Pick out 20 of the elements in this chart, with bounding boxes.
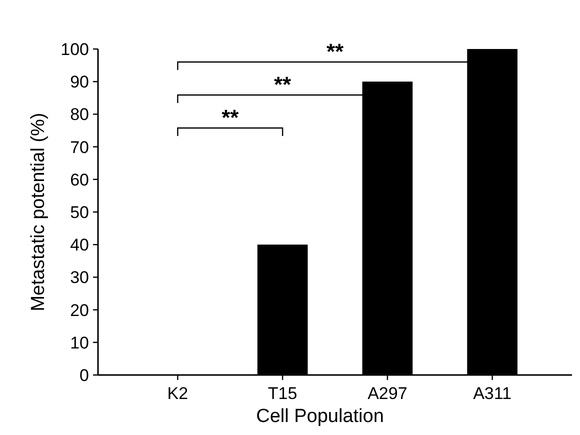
y-tick-label: 0	[80, 366, 89, 385]
x-axis-title: Cell Population	[256, 406, 384, 427]
annotation: **	[222, 105, 240, 130]
y-tick-label: 70	[70, 138, 89, 157]
x-tick-label: A297	[368, 384, 408, 403]
y-tick-label: 40	[70, 236, 89, 255]
y-tick-label: 60	[70, 170, 89, 190]
y-axis-title: Metastatic potential (%)	[28, 112, 49, 312]
x-tick-label: T15	[268, 384, 298, 403]
x-tick-label: K2	[167, 384, 188, 403]
y-tick-label: 100	[60, 40, 89, 59]
x-tick-label: A311	[473, 384, 512, 403]
annotation: **	[326, 39, 344, 64]
y-tick-label: 30	[70, 268, 89, 288]
y-tick-label: 20	[70, 300, 89, 320]
y-tick-label: 10	[70, 333, 89, 352]
y-tick-label: 90	[70, 72, 89, 92]
y-tick-label: 50	[70, 202, 89, 222]
y-tick-label: 80	[70, 105, 89, 124]
annotation: **	[274, 72, 292, 97]
